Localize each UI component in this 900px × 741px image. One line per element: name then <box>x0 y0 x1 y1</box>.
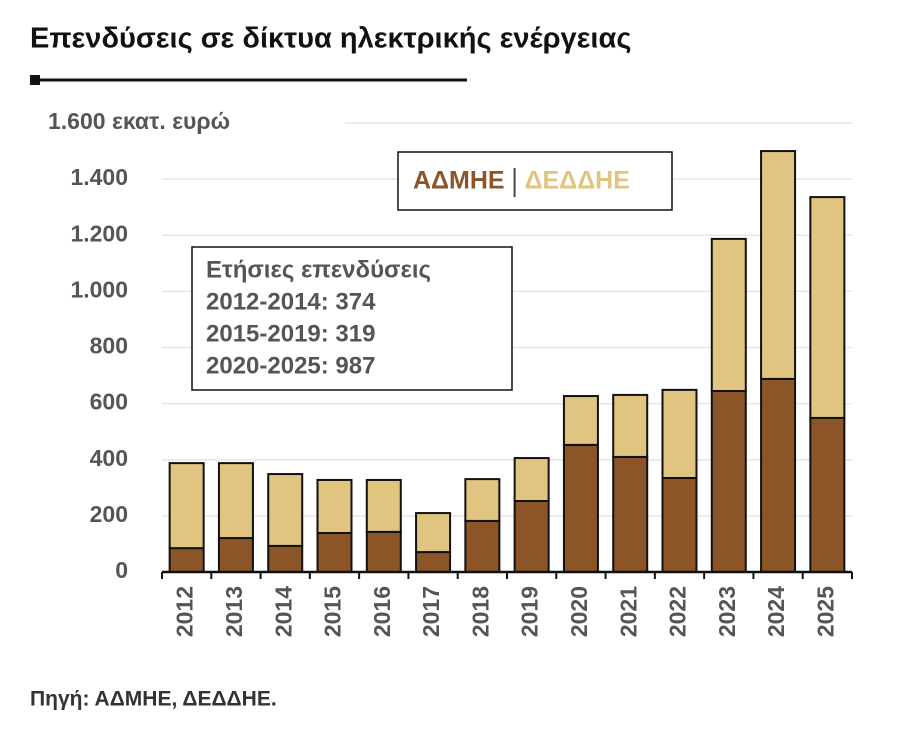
bar-segment <box>217 537 254 573</box>
bar-segment <box>562 443 599 573</box>
y-tick-label: 600 <box>90 389 128 415</box>
x-tick-label: 2014 <box>270 586 296 637</box>
x-tick-label: 2024 <box>763 586 789 637</box>
legend-entry: ΑΔΜΗΕ <box>413 167 505 195</box>
bar-segment <box>661 388 698 479</box>
bar-segment <box>267 544 304 573</box>
x-tick-label: 2016 <box>369 586 395 637</box>
bar-segment <box>710 237 747 392</box>
bar-segment <box>316 531 353 573</box>
bar-segment <box>612 455 649 574</box>
bar-segment <box>415 512 452 554</box>
annotation-line: 2020-2025: 987 <box>206 352 375 379</box>
x-tick-label: 2020 <box>566 586 592 637</box>
bar-segment <box>365 478 402 533</box>
y-tick-label: 800 <box>90 333 128 359</box>
y-tick-label: 1.000 <box>70 276 128 302</box>
x-tick-label: 2018 <box>467 586 493 637</box>
bar-segment <box>168 462 205 550</box>
x-tick-label: 2019 <box>517 586 543 637</box>
x-tick-label: 2021 <box>615 586 641 637</box>
bar-segment <box>316 478 353 534</box>
annotation-line: Ετήσιες επενδύσεις <box>206 256 431 283</box>
bar-segment <box>710 389 747 574</box>
bar-segment <box>661 476 698 574</box>
bar-segment <box>760 150 797 380</box>
bar-segment <box>612 393 649 458</box>
bar-segment <box>464 478 501 522</box>
bar-segment <box>217 462 254 540</box>
bar-segment <box>415 551 452 573</box>
bar-segment <box>562 395 599 446</box>
bar-segment <box>365 530 402 573</box>
y-tick-label: 0 <box>115 557 128 583</box>
annotation-line: 2012-2014: 374 <box>206 288 376 315</box>
x-tick-label: 2017 <box>418 586 444 637</box>
x-tick-label: 2012 <box>172 586 198 637</box>
legend-box <box>397 151 673 211</box>
y-tick-label: 400 <box>90 445 128 471</box>
x-tick-label: 2022 <box>665 586 691 637</box>
y-tick-label: 1.200 <box>70 220 128 246</box>
x-tick-label: 2023 <box>714 586 740 637</box>
bar-segment <box>513 500 550 573</box>
bar-segment <box>513 457 550 503</box>
x-tick-label: 2015 <box>320 586 346 637</box>
y-tick-label: 1.600 εκατ. ευρώ <box>48 108 230 134</box>
bar-segment <box>809 196 846 419</box>
title-rule-marker <box>30 75 40 85</box>
legend-entry: ΔΕΔΔΗΕ <box>525 167 630 195</box>
x-tick-label: 2013 <box>221 586 247 637</box>
source: Πηγή: ΑΔΜΗΕ, ΔΕΔΔΗΕ. <box>30 688 277 711</box>
bar-segment <box>760 377 797 573</box>
bar-segment <box>809 416 846 574</box>
annotation-box <box>191 246 513 391</box>
chart-title: Επενδύσεις σε δίκτυα ηλεκτρικής ενέργεια… <box>30 23 631 55</box>
bar-segment <box>168 547 205 573</box>
bar-segment <box>464 519 501 574</box>
x-tick-label: 2025 <box>812 586 838 637</box>
y-tick-label: 1.400 <box>70 164 128 190</box>
annotation-line: 2015-2019: 319 <box>206 320 375 347</box>
bar-segment <box>267 473 304 547</box>
y-tick-label: 200 <box>90 501 128 527</box>
